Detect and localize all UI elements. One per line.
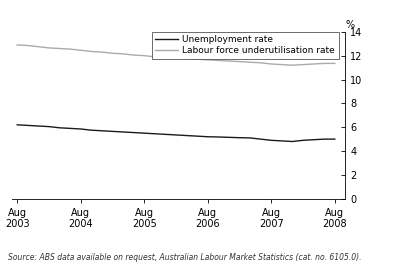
- Labour force underutilisation rate: [237, 60, 242, 63]
- Labour force underutilisation rate: [100, 50, 104, 54]
- Labour force underutilisation rate: [311, 63, 316, 66]
- Unemployment rate: [184, 134, 189, 137]
- Unemployment rate: [216, 135, 221, 139]
- Labour force underutilisation rate: [15, 43, 19, 47]
- Text: %: %: [345, 20, 355, 30]
- Labour force underutilisation rate: [258, 61, 263, 64]
- Labour force underutilisation rate: [89, 50, 94, 53]
- Unemployment rate: [163, 133, 168, 136]
- Unemployment rate: [279, 139, 284, 143]
- Labour force underutilisation rate: [110, 52, 115, 55]
- Unemployment rate: [173, 133, 178, 136]
- Unemployment rate: [332, 138, 337, 141]
- Labour force underutilisation rate: [25, 44, 30, 47]
- Unemployment rate: [269, 139, 274, 142]
- Labour force underutilisation rate: [163, 56, 168, 59]
- Unemployment rate: [36, 124, 41, 127]
- Unemployment rate: [100, 129, 104, 132]
- Text: Source: ABS data available on request, Australian Labour Market Statistics (cat.: Source: ABS data available on request, A…: [8, 253, 361, 262]
- Unemployment rate: [57, 126, 62, 129]
- Unemployment rate: [142, 132, 146, 135]
- Unemployment rate: [237, 136, 242, 139]
- Labour force underutilisation rate: [78, 49, 83, 52]
- Labour force underutilisation rate: [68, 47, 73, 51]
- Unemployment rate: [195, 135, 200, 138]
- Labour force underutilisation rate: [290, 64, 295, 67]
- Labour force underutilisation rate: [269, 63, 274, 66]
- Labour force underutilisation rate: [301, 63, 305, 66]
- Labour force underutilisation rate: [279, 63, 284, 66]
- Unemployment rate: [121, 130, 125, 134]
- Labour force underutilisation rate: [184, 57, 189, 60]
- Unemployment rate: [131, 131, 136, 134]
- Unemployment rate: [25, 124, 30, 127]
- Labour force underutilisation rate: [57, 47, 62, 50]
- Labour force underutilisation rate: [205, 58, 210, 61]
- Labour force underutilisation rate: [227, 59, 231, 63]
- Line: Labour force underutilisation rate: Labour force underutilisation rate: [17, 45, 335, 65]
- Unemployment rate: [322, 138, 327, 141]
- Unemployment rate: [290, 140, 295, 143]
- Unemployment rate: [248, 136, 252, 139]
- Labour force underutilisation rate: [322, 62, 327, 65]
- Unemployment rate: [258, 138, 263, 141]
- Labour force underutilisation rate: [216, 59, 221, 62]
- Unemployment rate: [205, 135, 210, 138]
- Unemployment rate: [68, 127, 73, 130]
- Unemployment rate: [227, 136, 231, 139]
- Labour force underutilisation rate: [46, 46, 51, 50]
- Legend: Unemployment rate, Labour force underutilisation rate: Unemployment rate, Labour force underuti…: [152, 32, 339, 59]
- Unemployment rate: [110, 130, 115, 133]
- Labour force underutilisation rate: [142, 54, 146, 57]
- Labour force underutilisation rate: [332, 62, 337, 65]
- Unemployment rate: [78, 127, 83, 131]
- Unemployment rate: [46, 125, 51, 128]
- Labour force underutilisation rate: [36, 45, 41, 48]
- Unemployment rate: [152, 132, 157, 135]
- Labour force underutilisation rate: [173, 56, 178, 60]
- Labour force underutilisation rate: [248, 61, 252, 64]
- Unemployment rate: [301, 139, 305, 142]
- Labour force underutilisation rate: [131, 54, 136, 57]
- Unemployment rate: [89, 129, 94, 132]
- Labour force underutilisation rate: [195, 58, 200, 61]
- Unemployment rate: [311, 138, 316, 141]
- Line: Unemployment rate: Unemployment rate: [17, 125, 335, 142]
- Labour force underutilisation rate: [121, 52, 125, 55]
- Unemployment rate: [15, 123, 19, 126]
- Labour force underutilisation rate: [152, 55, 157, 59]
